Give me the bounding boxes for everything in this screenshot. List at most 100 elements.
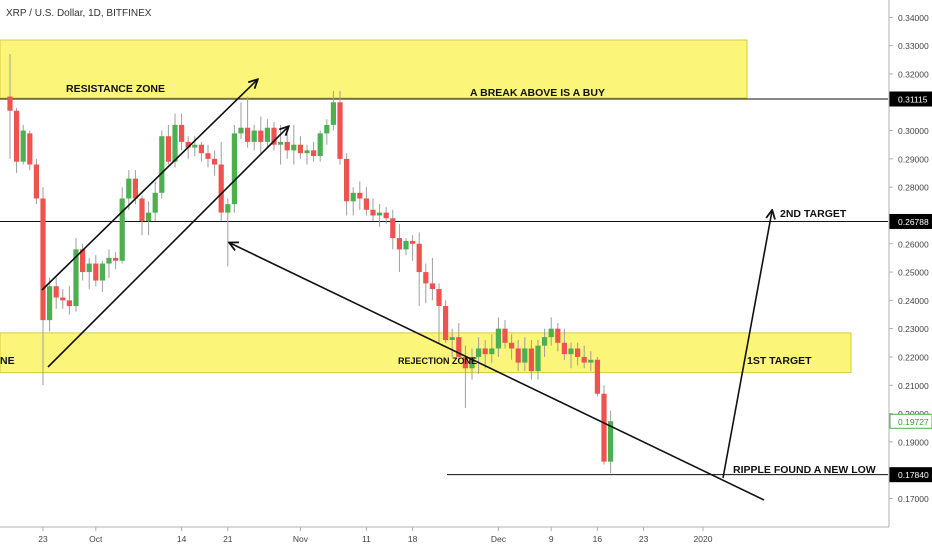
candle-body <box>608 421 614 462</box>
candle-body <box>522 348 528 363</box>
price-tick-label: 0.24000 <box>898 296 929 306</box>
price-tick-label: 0.32000 <box>898 69 929 79</box>
candle-body <box>99 263 105 281</box>
candle-body <box>396 238 402 250</box>
candle-body <box>20 130 26 162</box>
candle-body <box>80 249 86 273</box>
candle-body <box>542 337 548 346</box>
candle-body <box>238 127 244 134</box>
candle-body <box>449 337 455 340</box>
candle-body <box>225 204 231 213</box>
candle-body <box>317 133 323 157</box>
candle-body <box>27 133 33 165</box>
candle-body <box>152 192 158 213</box>
candle-body <box>179 124 185 142</box>
candle-body <box>509 342 515 349</box>
candle-body <box>363 198 369 210</box>
candle-body <box>311 150 317 157</box>
candle-body <box>456 337 462 357</box>
resistance-zone-label: RESISTANCE ZONE <box>66 83 165 95</box>
zone-edge-label: NE <box>0 355 15 367</box>
price-tick-label: 0.23000 <box>898 324 929 334</box>
candle-body <box>86 263 92 273</box>
candle-body <box>383 212 389 219</box>
candle-body <box>436 289 442 307</box>
candle-body <box>416 243 422 273</box>
price-level-badge-label: 0.26788 <box>898 217 929 227</box>
candle-body <box>205 153 211 159</box>
candle-body <box>344 158 350 202</box>
price-level-badge <box>889 213 932 229</box>
candle-body <box>132 178 138 199</box>
candle-body <box>403 240 409 250</box>
candle-body <box>515 348 521 363</box>
descending-trend-line <box>230 243 765 501</box>
candle-body <box>575 348 581 357</box>
candle-body <box>93 263 99 281</box>
candle-body <box>198 144 204 154</box>
price-tick-label: 0.34000 <box>898 13 929 23</box>
candle-body <box>278 141 284 145</box>
price-tick-label: 0.28000 <box>898 183 929 193</box>
candle-body <box>410 240 416 244</box>
candle-body <box>601 393 607 462</box>
price-tick-label: 0.21000 <box>898 381 929 391</box>
time-tick-label: 2020 <box>694 534 713 544</box>
first-target-label: 1ST TARGET <box>747 355 812 367</box>
candle-body <box>429 283 435 290</box>
price-tick-label: 0.17000 <box>898 494 929 504</box>
rejection-zone <box>0 332 852 374</box>
price-tick-label: 0.22000 <box>898 352 929 362</box>
candle-body <box>528 348 534 372</box>
candle-body <box>390 218 396 239</box>
candle-body <box>73 249 79 307</box>
price-tick-label: 0.29000 <box>898 154 929 164</box>
candle-body <box>245 127 251 142</box>
candle-body <box>495 328 501 349</box>
candle-body <box>561 342 567 355</box>
candle-body <box>377 212 383 216</box>
candle-body <box>357 192 363 199</box>
candle-body <box>581 356 587 363</box>
candle-body <box>53 286 59 298</box>
candle-body <box>588 359 594 363</box>
resistance-zone <box>0 39 748 99</box>
candle-body <box>423 272 429 284</box>
candle-body <box>304 150 310 154</box>
candle-body <box>337 102 343 159</box>
candle-body <box>482 348 488 355</box>
time-tick-label: 11 <box>362 534 371 544</box>
target-arrow <box>722 211 772 479</box>
candle-body <box>555 328 561 343</box>
candle-body <box>370 209 376 216</box>
candle-body <box>324 124 330 134</box>
time-tick-label: Nov <box>293 534 309 544</box>
candle-body <box>594 359 600 394</box>
time-tick-label: Dec <box>491 534 507 544</box>
candle-body <box>47 286 53 321</box>
price-level-badge <box>889 413 932 429</box>
channel-lower-line <box>47 127 288 368</box>
candle-body <box>251 130 257 142</box>
break-above-label: A BREAK ABOVE IS A BUY <box>470 87 605 99</box>
time-tick-label: 16 <box>593 534 603 544</box>
rejection-zone-label: REJECTION ZONE <box>398 356 477 366</box>
candle-body <box>60 297 66 301</box>
candle-body <box>489 348 495 355</box>
candle-body <box>350 192 356 202</box>
price-tick-label: 0.19000 <box>898 437 929 447</box>
candle-body <box>126 178 132 199</box>
price-tick-label: 0.26000 <box>898 239 929 249</box>
symbol-title: XRP / U.S. Dollar, 1D, BITFINEX <box>6 8 152 19</box>
price-level-badge <box>889 467 932 483</box>
candle-body <box>119 198 125 261</box>
time-tick-label: Oct <box>89 534 103 544</box>
price-level-badge-label: 0.17840 <box>898 470 929 480</box>
candle-body <box>502 328 508 343</box>
price-tick-label: 0.33000 <box>898 41 929 51</box>
candle-body <box>258 130 264 142</box>
candle-body <box>185 141 191 148</box>
candle-body <box>297 144 303 154</box>
candle-body <box>469 356 475 369</box>
